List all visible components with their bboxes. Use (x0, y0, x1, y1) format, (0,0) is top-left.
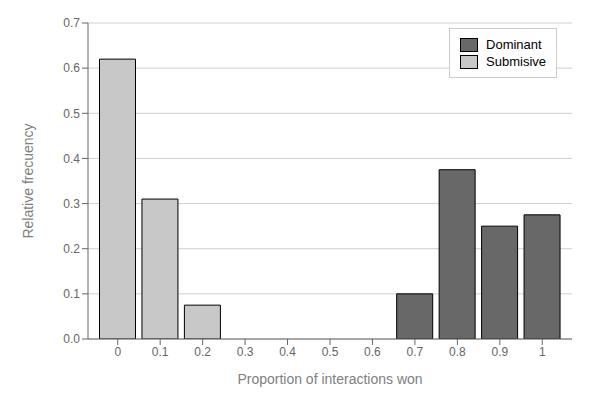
svg-text:1: 1 (539, 345, 546, 359)
svg-text:0.3: 0.3 (63, 197, 80, 211)
html-text:Submisive: Submisive (486, 54, 546, 69)
svg-text:0: 0 (114, 345, 121, 359)
svg-text:0.4: 0.4 (63, 152, 80, 166)
svg-text:0.7: 0.7 (407, 345, 424, 359)
svg-text:Proportion of interactions won: Proportion of interactions won (237, 371, 422, 387)
svg-text:0.2: 0.2 (194, 345, 211, 359)
svg-text:0.5: 0.5 (63, 107, 80, 121)
svg-text:0.1: 0.1 (152, 345, 169, 359)
svg-text:0.7: 0.7 (63, 16, 80, 30)
svg-text:0.5: 0.5 (322, 345, 339, 359)
svg-text:0.1: 0.1 (63, 287, 80, 301)
svg-text:0.0: 0.0 (63, 332, 80, 346)
svg-text:0.2: 0.2 (63, 242, 80, 256)
svg-text:0.8: 0.8 (449, 345, 466, 359)
svg-text:0.3: 0.3 (237, 345, 254, 359)
svg-text:0.9: 0.9 (491, 345, 508, 359)
html-text:Dominant: Dominant (486, 37, 542, 52)
svg-text:0.6: 0.6 (364, 345, 381, 359)
svg-text:Relative frecuency: Relative frecuency (20, 123, 36, 238)
svg-text:0.6: 0.6 (63, 61, 80, 75)
svg-text:0.4: 0.4 (279, 345, 296, 359)
